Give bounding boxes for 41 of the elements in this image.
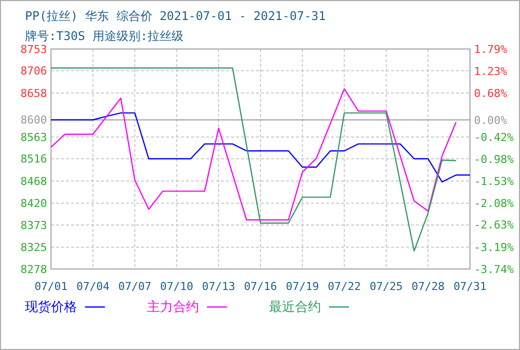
x-tick-label: 07/25 (370, 280, 403, 293)
legend-label: 主力合约 (147, 299, 199, 315)
y2-tick-label: -1.53% (474, 174, 514, 188)
y-tick-label: 8420 (20, 197, 47, 210)
x-tick-label: 07/13 (202, 280, 236, 293)
y-tick-label: 8468 (20, 174, 47, 188)
y-tick-label: 8278 (20, 262, 47, 276)
y2-tick-label: 1.79% (474, 42, 508, 56)
y-tick-label: 8516 (20, 152, 47, 166)
y2-tick-label: 0.68% (474, 87, 508, 100)
y-tick-label: 8753 (20, 42, 47, 56)
y2-tick-label: -3.74% (474, 262, 514, 276)
chart-title: PP(拉丝) 华东 综合价 2021-07-01 - 2021-07-31 (25, 9, 326, 23)
x-tick-label: 07/22 (328, 280, 361, 293)
y-tick-label: 8706 (20, 64, 47, 78)
y2-tick-label: 0.00% (474, 114, 508, 128)
line-series (50, 67, 457, 252)
x-tick-label: 07/10 (160, 280, 194, 293)
y-tick-label: 8373 (20, 218, 47, 232)
legend-label: 最近合约 (269, 300, 321, 315)
y2-tick-label: -2.08% (474, 196, 514, 210)
x-tick-label: 07/19 (286, 280, 319, 293)
x-tick-label: 07/16 (244, 280, 278, 293)
line-series (50, 112, 471, 183)
y-tick-label: 8563 (20, 130, 47, 144)
legend-label: 现货价格 (25, 300, 77, 315)
chart-subtitle: 牌号:T30S 用途级别:拉丝级 (25, 29, 184, 43)
y2-tick-label: -2.63% (474, 218, 514, 232)
y2-tick-label: -0.98% (474, 153, 514, 166)
y-tick-label: 8658 (20, 86, 47, 100)
x-tick-label: 07/07 (118, 280, 152, 293)
y2-tick-label: 1.23% (474, 65, 508, 78)
x-tick-label: 07/04 (76, 280, 110, 293)
x-tick-label: 07/01 (34, 280, 68, 293)
y2-tick-label: -0.42% (474, 130, 514, 144)
y-tick-label: 8325 (20, 241, 47, 254)
x-tick-label: 07/28 (412, 280, 445, 293)
y2-tick-label: -3.19% (474, 240, 514, 254)
line-series (50, 88, 457, 221)
x-tick-label: 07/31 (453, 280, 487, 293)
y-tick-label: 8600 (20, 114, 47, 127)
